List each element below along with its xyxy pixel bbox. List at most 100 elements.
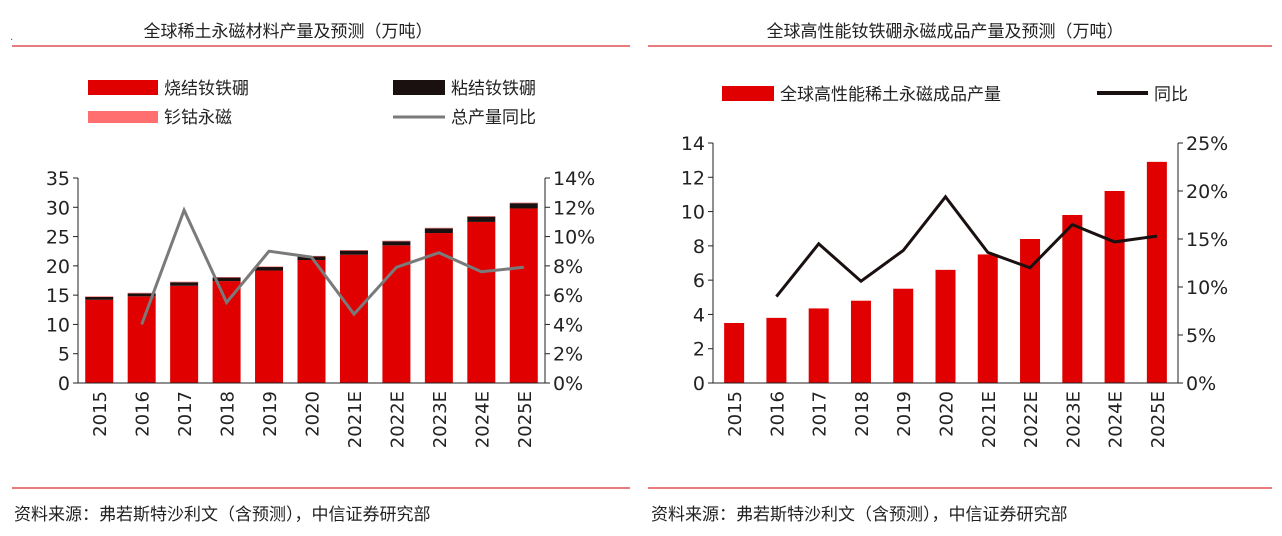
legend-left: 烧结钕铁硼 粘结钕铁硼 钐钴永磁 总产量同比 (88, 79, 536, 128)
left-tick-label: 4 (693, 304, 705, 326)
legend-label-total-yoy: 总产量同比 (451, 108, 536, 128)
bar-left-s1-2016 (127, 293, 156, 297)
right-tick-label: 5% (1186, 325, 1216, 347)
x-tick-label: 2023E (1063, 391, 1084, 448)
x-tick-label: 2017 (175, 391, 196, 437)
legend-label-yoy: 同比 (1154, 85, 1188, 105)
source-right: 资料来源：弗若斯特沙利文（含预测），中信证券研究部 (651, 505, 1068, 525)
bar-left-s1-2021E (339, 250, 368, 255)
x-tick-label: 2018 (852, 391, 873, 437)
chart-title-left: 全球稀土永磁材料产量及预测（万吨） (144, 22, 433, 42)
left-tick-label: 25 (46, 227, 70, 249)
x-tick-label: 2024E (472, 391, 493, 448)
bar-left-s0-2017 (170, 285, 199, 383)
bar-left-s1-2017 (170, 282, 199, 286)
bar-right-s0-2025E (1146, 161, 1167, 383)
left-tick-label: 30 (46, 197, 70, 219)
x-tick-label: 2024E (1106, 391, 1127, 448)
right-tick-label: 20% (1186, 181, 1228, 203)
left-tick-label: 5 (58, 344, 70, 366)
bar-left-s2-2015 (85, 296, 114, 297)
bar-left-s2-2024E (467, 216, 496, 217)
right-tick-label: 4% (553, 314, 583, 336)
left-tick-label: 14 (681, 133, 705, 155)
left-tick-label: 10 (681, 202, 705, 224)
bar-right-s0-2018 (850, 300, 871, 383)
bar-left-s1-2024E (467, 216, 496, 222)
bar-left-s1-2025E (509, 203, 538, 209)
legend-swatch-smco (88, 111, 158, 123)
legend-label-sintered-ndfeb: 烧结钕铁硼 (164, 79, 249, 99)
x-tick-label: 2023E (430, 391, 451, 448)
plot-left: 0 5 10 15 20 25 30 35 0% 2% 4% 6% 8% 10% 12% 14% 2015 201… (46, 168, 595, 448)
x-tick-label: 2025E (1148, 391, 1169, 448)
x-tick-label: 2022E (1021, 391, 1042, 448)
bar-left-s0-2024E (467, 221, 496, 383)
bar-left-s1-2019 (255, 267, 284, 271)
left-tick-label: 8 (693, 236, 705, 258)
bar-left-s2-2022E (382, 240, 411, 242)
left-tick-label: 0 (693, 373, 705, 395)
x-tick-label: 2016 (133, 391, 154, 437)
bar-left-s0-2020 (297, 260, 326, 383)
x-tick-label: 2015 (725, 391, 746, 437)
bar-left-s0-2025E (509, 208, 538, 383)
right-tick-label: 10% (553, 227, 595, 249)
left-tick-label: 15 (46, 285, 70, 307)
bar-left-s0-2019 (255, 270, 284, 383)
bar-left-s0-2015 (85, 299, 114, 383)
bar-left-s1-2023E (424, 228, 453, 234)
bar-right-s0-2016 (766, 317, 787, 383)
bar-right-s0-2020 (935, 269, 956, 383)
x-tick-label: 2019 (260, 391, 281, 437)
x-tick-label: 2019 (894, 391, 915, 437)
bar-left-s0-2016 (127, 296, 156, 383)
corner-mark: . (10, 32, 13, 43)
plot-right: 0 2 4 6 8 10 12 14 0% 5% 10% 15% 20% 25% 2015 2016 2017 2… (681, 133, 1228, 448)
legend-swatch-hp-output (722, 86, 774, 101)
x-tick-label: 2016 (767, 391, 788, 437)
bar-right-s0-2015 (724, 323, 745, 383)
left-tick-label: 12 (681, 167, 705, 189)
left-tick-label: 0 (58, 373, 70, 395)
bar-left-s2-2021E (339, 250, 368, 251)
left-tick-label: 10 (46, 314, 70, 336)
bar-left-s2-2023E (424, 227, 453, 229)
bar-right-s0-2021E (977, 254, 998, 383)
legend-right: 全球高性能稀土永磁成品产量 同比 (722, 85, 1188, 105)
x-tick-label: 2015 (90, 391, 111, 437)
right-tick-label: 25% (1186, 133, 1228, 155)
legend-label-smco: 钐钴永磁 (164, 108, 232, 128)
left-tick-label: 2 (693, 339, 705, 361)
legend-swatch-sintered-ndfeb (88, 80, 158, 95)
left-tick-label: 35 (46, 168, 70, 190)
line-left-yoy (140, 206, 524, 325)
bar-right-s0-2019 (893, 288, 914, 383)
bar-left-s1-2015 (85, 296, 114, 300)
bar-left-s2-2025E (509, 202, 538, 204)
legend-label-bonded-ndfeb: 粘结钕铁硼 (451, 79, 536, 99)
x-tick-label: 2018 (218, 391, 239, 437)
x-tick-label: 2022E (387, 391, 408, 448)
right-tick-label: 0% (1186, 373, 1216, 395)
x-tick-label: 2025E (515, 391, 536, 448)
right-tick-label: 2% (553, 344, 583, 366)
chart-title-right: 全球高性能钕铁硼永磁成品产量及预测（万吨） (767, 22, 1124, 42)
right-tick-label: 14% (553, 168, 595, 190)
bar-left-s2-2017 (170, 281, 199, 283)
right-tick-label: 10% (1186, 277, 1228, 299)
bar-left-s2-2019 (255, 266, 284, 268)
bar-left-s2-2018 (212, 276, 241, 278)
left-tick-label: 20 (46, 256, 70, 278)
x-tick-label: 2017 (810, 391, 831, 437)
bar-right-s0-2023E (1062, 215, 1083, 383)
bar-right-s0-2024E (1104, 191, 1125, 383)
legend-label-hp-output: 全球高性能稀土永磁成品产量 (780, 85, 1001, 105)
bar-left-s1-2022E (382, 241, 411, 246)
line-right-yoy (775, 194, 1158, 298)
bar-left-s2-2016 (127, 292, 156, 294)
x-tick-label: 2021E (345, 391, 366, 448)
right-tick-label: 12% (553, 197, 595, 219)
right-tick-label: 0% (553, 373, 583, 395)
legend-swatch-bonded-ndfeb (393, 80, 445, 95)
